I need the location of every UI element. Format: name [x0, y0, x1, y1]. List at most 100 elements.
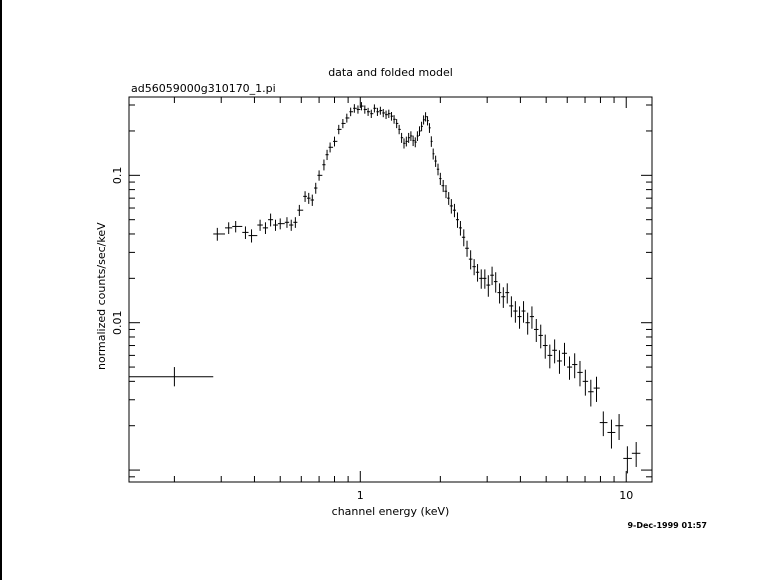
data-point — [395, 119, 399, 129]
data-point — [432, 148, 435, 160]
data-point — [538, 324, 543, 349]
data-point — [517, 306, 522, 329]
data-point — [420, 121, 423, 132]
data-point — [424, 112, 427, 122]
x-tick-label: 1 — [357, 489, 364, 502]
data-point — [376, 107, 380, 116]
data-point — [370, 109, 374, 118]
data-point — [414, 137, 417, 148]
data-point — [382, 108, 386, 118]
data-point — [385, 110, 388, 120]
data-point — [547, 344, 553, 369]
data-point — [490, 266, 494, 286]
data-point — [410, 131, 413, 141]
data-point — [129, 367, 214, 387]
data-point — [529, 306, 535, 329]
data-point — [449, 199, 453, 214]
data-point — [623, 446, 632, 474]
data-point — [333, 136, 338, 147]
data-points — [129, 102, 641, 474]
data-point — [513, 301, 518, 323]
data-point — [439, 172, 442, 185]
data-point — [363, 105, 368, 114]
y-tick-label: 0.1 — [111, 167, 124, 185]
data-point — [452, 203, 456, 218]
data-point — [582, 369, 589, 396]
data-point — [390, 111, 394, 121]
data-point — [314, 182, 318, 194]
data-point — [593, 376, 600, 402]
data-point — [475, 264, 480, 282]
data-point — [387, 109, 391, 118]
data-point — [341, 119, 346, 129]
chart-title: data and folded model — [328, 66, 453, 79]
data-point — [430, 136, 433, 147]
data-point — [501, 287, 506, 308]
data-point — [248, 229, 258, 243]
data-point — [552, 339, 557, 364]
data-point — [367, 107, 371, 116]
data-point — [493, 272, 498, 293]
data-point — [398, 124, 401, 135]
data-point — [349, 107, 354, 117]
x-tick-label: 10 — [619, 489, 633, 502]
data-point — [426, 116, 429, 126]
data-point — [303, 191, 307, 202]
data-point — [441, 179, 445, 193]
data-point — [486, 275, 491, 297]
data-point — [268, 213, 274, 227]
left-edge-rule — [0, 0, 2, 580]
data-point — [505, 283, 510, 304]
data-point — [461, 229, 466, 247]
data-point — [273, 219, 278, 231]
data-point — [428, 123, 431, 133]
data-point — [465, 240, 469, 257]
data-point — [458, 220, 462, 236]
data-point — [356, 105, 361, 114]
data-point — [393, 115, 396, 124]
data-point — [472, 259, 476, 276]
data-point — [631, 442, 641, 467]
data-point — [412, 135, 415, 147]
data-point — [521, 301, 526, 323]
data-point — [497, 283, 502, 304]
chart-subtitle: ad56059000g310170_1.pi — [131, 82, 276, 95]
data-point — [407, 132, 411, 143]
data-point — [257, 219, 263, 231]
data-point — [403, 138, 406, 149]
data-point — [479, 269, 483, 289]
data-point — [434, 155, 437, 167]
data-point — [345, 113, 350, 123]
data-point — [213, 227, 226, 241]
data-point — [284, 217, 290, 228]
data-point — [567, 356, 573, 380]
data-point — [422, 115, 425, 125]
axis-ticks — [129, 97, 652, 482]
data-point — [400, 132, 404, 143]
data-point — [577, 360, 583, 387]
data-point — [379, 106, 383, 115]
data-point — [317, 170, 323, 181]
data-point — [509, 296, 514, 318]
data-point — [607, 419, 616, 449]
data-point — [225, 222, 233, 234]
data-point — [418, 126, 421, 136]
data-point — [556, 350, 562, 374]
data-point — [534, 318, 539, 342]
data-point — [337, 124, 342, 135]
data-point — [482, 269, 487, 289]
data-point — [468, 250, 473, 270]
data-point — [416, 131, 419, 141]
plot-frame — [128, 96, 653, 483]
data-point — [572, 353, 578, 379]
data-point — [353, 104, 357, 113]
data-point — [232, 220, 243, 233]
data-point — [599, 411, 608, 437]
timestamp: 9-Dec-1999 01:57 — [627, 521, 707, 530]
data-point — [360, 102, 364, 111]
data-point — [262, 222, 269, 234]
data-point — [289, 219, 294, 231]
data-point — [542, 334, 548, 359]
data-point — [525, 312, 530, 335]
